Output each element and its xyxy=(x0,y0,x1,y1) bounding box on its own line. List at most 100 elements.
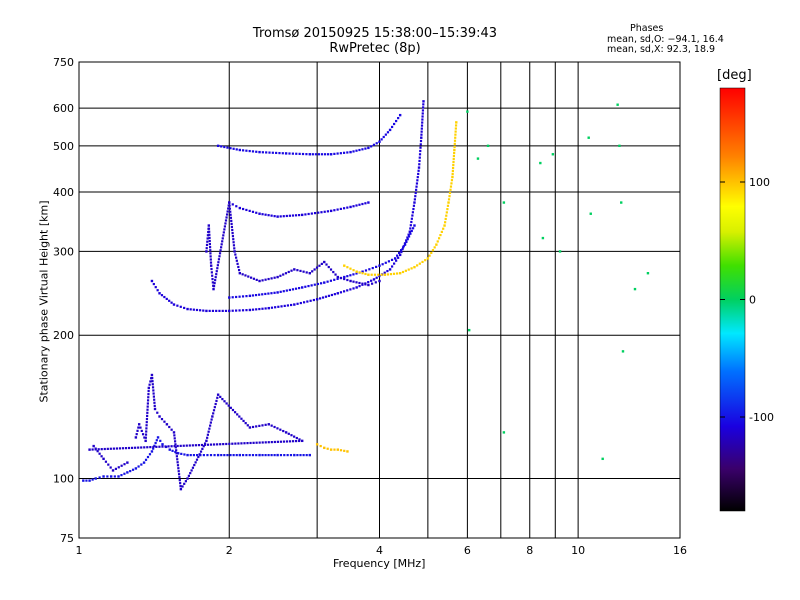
data-point xyxy=(364,147,367,150)
data-point xyxy=(100,455,103,458)
data-point xyxy=(195,308,199,312)
data-point xyxy=(373,273,377,276)
data-point xyxy=(421,109,425,112)
data-point xyxy=(229,406,232,409)
data-point xyxy=(410,217,413,220)
data-point xyxy=(426,257,430,260)
data-point xyxy=(234,256,238,259)
data-point xyxy=(384,261,387,264)
data-point xyxy=(226,146,229,149)
data-point xyxy=(383,273,387,276)
data-point xyxy=(218,309,221,312)
data-point xyxy=(170,445,173,448)
data-point xyxy=(147,393,150,396)
data-point xyxy=(372,143,376,146)
data-point xyxy=(267,454,270,457)
data-point xyxy=(191,466,195,469)
data-point xyxy=(349,279,352,283)
data-point xyxy=(282,215,285,218)
data-point xyxy=(151,386,155,389)
data-point xyxy=(209,258,212,261)
data-point xyxy=(177,473,181,476)
data-point xyxy=(147,389,150,393)
data-point xyxy=(589,212,592,215)
data-point xyxy=(279,274,282,277)
data-point xyxy=(320,153,324,156)
data-point xyxy=(209,421,212,424)
data-point xyxy=(418,156,421,159)
data-point xyxy=(176,461,179,464)
data-point xyxy=(208,309,211,312)
data-point xyxy=(100,448,103,451)
data-point xyxy=(320,211,323,214)
data-point xyxy=(302,270,305,273)
data-point xyxy=(452,160,455,164)
data-point xyxy=(454,127,457,130)
data-point xyxy=(370,145,373,148)
data-point xyxy=(382,135,385,139)
data-point xyxy=(219,443,222,446)
data-point xyxy=(349,267,352,270)
data-point xyxy=(384,133,387,136)
data-point xyxy=(358,285,361,288)
data-point xyxy=(241,309,245,312)
data-point xyxy=(215,273,218,276)
data-point xyxy=(317,211,320,214)
data-point xyxy=(230,222,233,226)
data-point xyxy=(402,245,405,248)
data-point xyxy=(242,149,245,152)
data-point xyxy=(309,299,312,302)
data-point xyxy=(346,278,349,282)
data-point xyxy=(621,350,625,353)
data-point xyxy=(145,430,148,433)
data-point xyxy=(85,479,88,482)
data-point xyxy=(120,474,123,477)
data-point xyxy=(175,452,178,455)
data-point xyxy=(558,250,562,253)
data-point xyxy=(232,147,235,150)
data-point xyxy=(307,212,310,216)
data-point xyxy=(255,150,258,153)
data-point xyxy=(370,273,373,276)
data-point xyxy=(296,454,299,457)
data-point xyxy=(264,454,267,457)
data-point xyxy=(158,292,161,295)
data-point xyxy=(364,269,368,272)
data-point xyxy=(299,301,302,305)
data-point xyxy=(375,265,378,268)
data-point xyxy=(251,308,255,311)
data-point xyxy=(238,206,242,210)
data-point xyxy=(147,386,151,390)
data-point xyxy=(189,454,192,457)
data-point xyxy=(106,475,109,478)
data-point xyxy=(388,268,392,271)
data-point xyxy=(329,268,333,271)
data-point xyxy=(343,449,346,452)
data-point xyxy=(417,169,420,172)
data-point xyxy=(289,454,293,457)
data-point xyxy=(349,150,352,154)
data-point xyxy=(273,440,276,444)
data-point xyxy=(197,444,201,447)
data-point xyxy=(279,290,282,293)
data-point xyxy=(317,153,321,156)
data-point xyxy=(301,152,305,156)
data-point xyxy=(213,454,216,457)
data-point xyxy=(336,152,339,155)
data-point xyxy=(203,442,207,445)
data-point xyxy=(151,380,154,383)
data-point xyxy=(223,400,226,403)
data-point xyxy=(255,441,258,444)
data-point xyxy=(82,479,85,482)
data-point xyxy=(333,448,336,451)
data-point xyxy=(433,246,436,249)
data-point xyxy=(141,433,145,436)
data-point xyxy=(115,447,119,450)
data-point xyxy=(476,157,480,160)
data-point xyxy=(329,279,333,282)
data-point xyxy=(486,144,490,148)
data-point xyxy=(176,452,180,455)
data-point xyxy=(143,446,146,449)
data-point xyxy=(142,461,146,464)
data-point xyxy=(261,213,264,216)
